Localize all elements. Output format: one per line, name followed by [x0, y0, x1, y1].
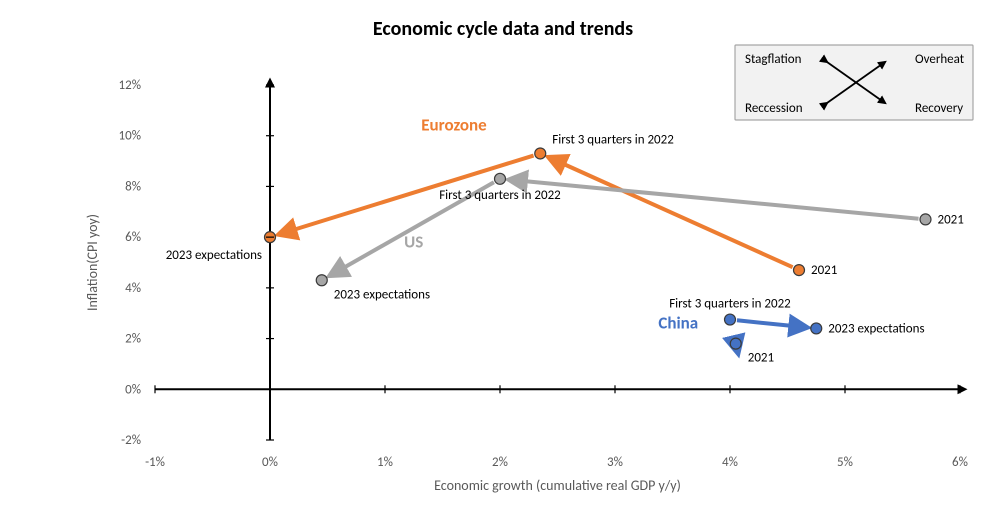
svg-text:5%: 5%	[837, 455, 853, 470]
y-axis-label: Inflation(CPI yoy)	[84, 214, 101, 311]
svg-text:6%: 6%	[952, 455, 968, 470]
legend-quadrant-box: Stagflation Overheat Reccession Recovery	[735, 45, 973, 120]
point-label: 2021	[748, 351, 774, 366]
point-label: First 3 quarters in 2022	[439, 188, 561, 203]
svg-text:2%: 2%	[492, 455, 508, 470]
point-label: 2021	[811, 263, 837, 278]
chart-title: Economic cycle data and trends	[373, 17, 633, 41]
legend-recession: Reccession	[745, 101, 803, 116]
legend-overheat: Overheat	[915, 52, 965, 67]
svg-text:6%: 6%	[125, 230, 141, 245]
series-label-china: China	[658, 312, 698, 333]
svg-text:1%: 1%	[377, 455, 393, 470]
point-label: 2023 expectations	[166, 248, 262, 263]
svg-text:-1%: -1%	[145, 455, 165, 470]
svg-text:-2%: -2%	[121, 433, 141, 448]
point-label: First 3 quarters in 2022	[669, 297, 791, 312]
series-group: 2021 First 3 quarters in 2022 2023 expecta…	[166, 115, 964, 366]
svg-text:0%: 0%	[125, 382, 141, 397]
svg-text:4%: 4%	[722, 455, 738, 470]
legend-stagflation: Stagflation	[745, 52, 802, 67]
point	[495, 173, 506, 184]
y-tick-labels: -2% 0% 2% 4% 6% 8% 10% 12%	[119, 78, 141, 448]
svg-text:12%: 12%	[119, 78, 141, 93]
svg-text:0%: 0%	[262, 455, 278, 470]
point	[535, 148, 546, 159]
series-label-eurozone: Eurozone	[421, 115, 487, 136]
point-label: First 3 quarters in 2022	[552, 132, 674, 147]
point	[316, 275, 327, 286]
svg-text:4%: 4%	[125, 281, 141, 296]
point	[811, 323, 822, 334]
point	[730, 338, 741, 349]
point-label: 2023 expectations	[334, 287, 430, 302]
svg-text:2%: 2%	[125, 332, 141, 347]
legend-recovery: Recovery	[915, 101, 963, 116]
svg-text:3%: 3%	[607, 455, 623, 470]
series-label-us: US	[404, 231, 423, 252]
point	[920, 214, 931, 225]
point-label: 2023 expectations	[828, 321, 924, 336]
svg-text:8%: 8%	[125, 179, 141, 194]
svg-text:10%: 10%	[119, 129, 141, 144]
series-china: 2021 First 3 quarters in 2022 2023 expecta…	[658, 297, 924, 366]
x-axis-label: Economic growth (cumulative real GDP y/y…	[434, 477, 681, 494]
chart-container: Economic cycle data and trends Stagflati…	[0, 0, 1006, 527]
point-label: 2021	[938, 212, 964, 227]
point	[794, 265, 805, 276]
point	[725, 314, 736, 325]
x-tick-labels: -1% 0% 1% 2% 3% 4% 5% 6%	[145, 455, 968, 470]
